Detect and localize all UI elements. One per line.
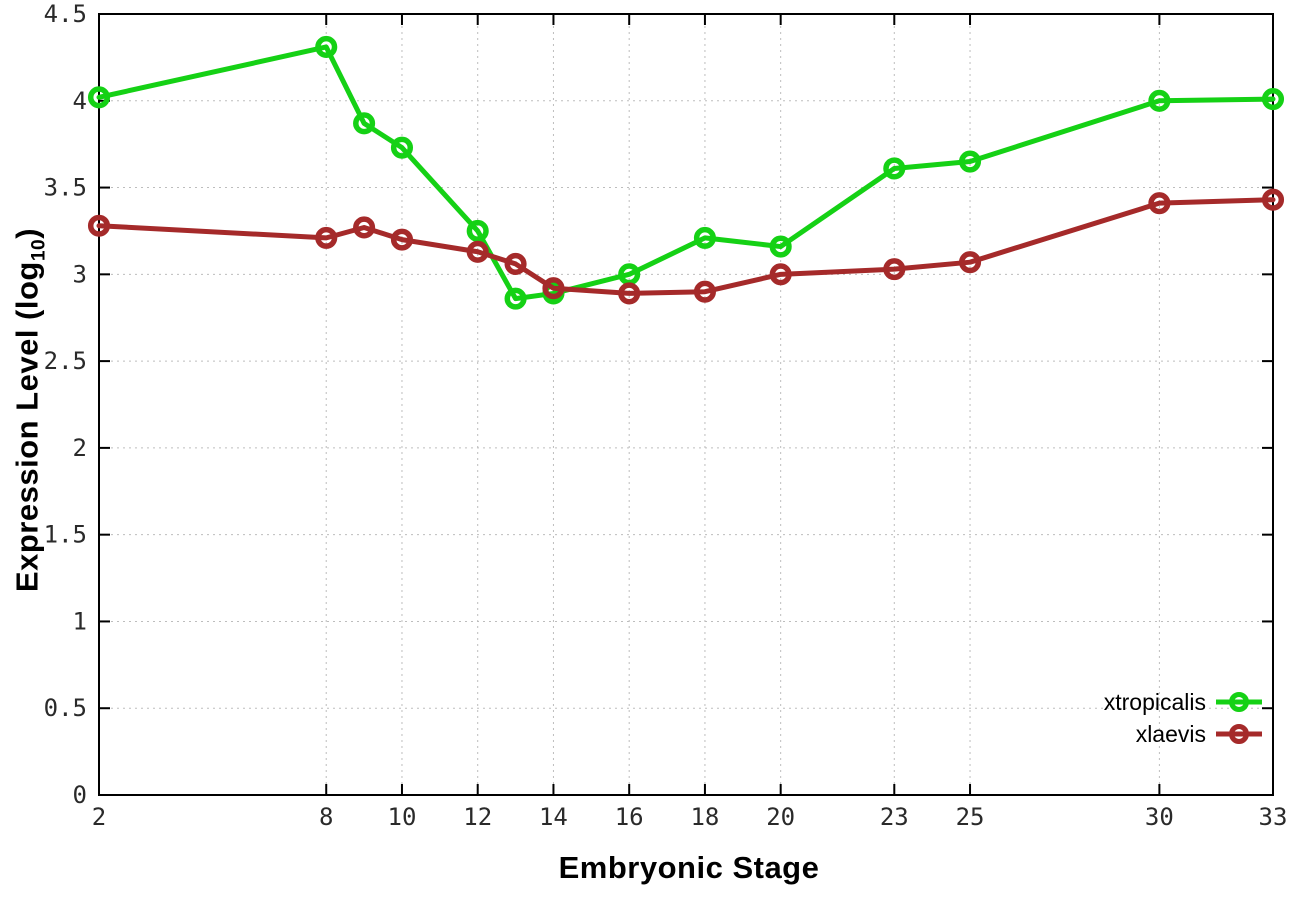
x-tick-label: 25: [956, 803, 985, 831]
y-axis-label-text: Expression Level (log: [9, 261, 45, 593]
x-axis-label: Embryonic Stage: [558, 850, 820, 885]
legend-label-xlaevis: xlaevis: [1135, 720, 1206, 747]
legend: xtropicalis xlaevis: [1104, 686, 1262, 750]
x-tick-label: 10: [388, 803, 417, 831]
x-tick-label: 18: [690, 803, 719, 831]
x-tick-label: 12: [463, 803, 492, 831]
x-tick-label: 23: [880, 803, 909, 831]
data-point-xlaevis: [618, 282, 641, 305]
data-point-xlaevis: [958, 251, 982, 274]
x-tick-label: 14: [539, 803, 568, 831]
data-point-xlaevis: [693, 280, 716, 303]
data-point-xlaevis: [353, 216, 376, 239]
legend-item-xlaevis: xlaevis: [1136, 718, 1262, 750]
data-point-xlaevis: [466, 240, 489, 263]
plot-border: [98, 13, 1274, 796]
data-point-xtropicalis: [769, 235, 792, 258]
data-point-xlaevis: [390, 228, 414, 251]
data-point-xtropicalis: [504, 287, 527, 310]
data-point-xlaevis: [87, 214, 111, 237]
data-point-xtropicalis: [87, 86, 111, 109]
data-point-xlaevis: [769, 263, 792, 286]
legend-marker-xtropicalis: [1216, 692, 1262, 712]
x-tick-label: 20: [766, 803, 795, 831]
x-tick-label: 16: [615, 803, 644, 831]
y-tick-label: 4: [73, 87, 87, 115]
x-tick-label: 33: [1259, 803, 1288, 831]
y-tick-label: 1: [73, 607, 87, 635]
data-point-xlaevis: [1148, 192, 1171, 215]
data-point-xlaevis: [504, 252, 527, 275]
x-tick-label: 8: [319, 803, 333, 831]
data-point-xtropicalis: [315, 35, 338, 59]
data-point-xlaevis: [315, 226, 338, 249]
legend-marker-xlaevis: [1216, 724, 1262, 744]
y-axis-label: Expression Level (log10): [9, 228, 50, 592]
y-tick-label: 2: [73, 434, 87, 462]
y-tick-label: 4.5: [44, 0, 87, 28]
y-tick-label: 2.5: [44, 347, 87, 375]
data-point-xtropicalis: [353, 112, 376, 135]
data-point-xtropicalis: [958, 150, 982, 173]
y-tick-label: 3.5: [44, 174, 87, 202]
x-tick-label: 30: [1145, 803, 1174, 831]
data-point-xtropicalis: [390, 136, 414, 159]
legend-label-xtropicalis: xtropicalis: [1103, 688, 1206, 715]
data-point-xtropicalis: [466, 219, 489, 242]
y-axis-label-close: ): [9, 227, 45, 239]
y-tick-label: 3: [73, 260, 87, 288]
data-point-xtropicalis: [1148, 89, 1171, 112]
y-tick-label: 0: [73, 781, 87, 809]
data-point-xlaevis: [883, 258, 906, 281]
data-point-xtropicalis: [1261, 87, 1285, 111]
data-point-xtropicalis: [693, 226, 716, 249]
x-tick-label: 2: [92, 803, 106, 831]
data-point-xlaevis: [1261, 188, 1285, 211]
y-axis-label-subscript: 10: [28, 238, 50, 262]
data-point-xlaevis: [542, 277, 565, 300]
y-tick-label: 1.5: [44, 521, 87, 549]
legend-item-xtropicalis: xtropicalis: [1104, 686, 1262, 718]
data-point-xtropicalis: [883, 157, 906, 180]
y-tick-label: 0.5: [44, 694, 87, 722]
series-line-xtropicalis: [96, 44, 1276, 302]
